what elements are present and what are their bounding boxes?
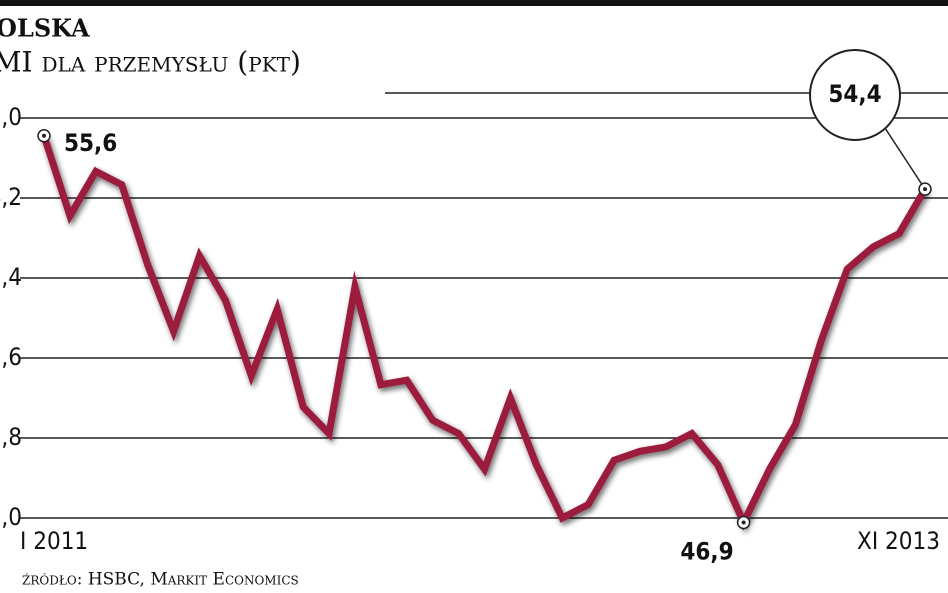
source: źródło: HSBC, Markit Economics <box>22 570 299 590</box>
y-tick-label: 50,6 <box>0 343 22 371</box>
point-dot <box>923 187 927 192</box>
x-tick-label: XI 2013 <box>857 527 940 555</box>
chart-title: POLSKA <box>0 14 90 43</box>
point-dot <box>741 520 746 525</box>
y-tick-label: 47,0 <box>0 503 22 531</box>
y-tick-label: 48,8 <box>0 423 22 451</box>
chart-subtitle: PMI dla przemysłu (pkt) <box>0 46 301 79</box>
callout-line <box>884 127 926 190</box>
y-tick-label: 52,4 <box>0 263 22 291</box>
data-label: 46,9 <box>680 537 733 565</box>
y-tick-label: 54,2 <box>0 183 22 211</box>
point-dot <box>42 133 46 138</box>
x-tick-label: I 2011 <box>20 527 88 555</box>
data-label: 54,4 <box>828 80 881 108</box>
line <box>40 134 929 531</box>
top-bar <box>0 0 948 6</box>
y-tick-label: 56,0 <box>0 103 22 131</box>
data-label: 55,6 <box>64 129 117 157</box>
callout-circle <box>809 49 901 141</box>
